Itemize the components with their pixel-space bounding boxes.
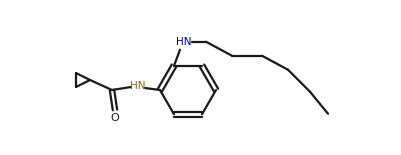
Text: HN: HN <box>176 37 192 47</box>
Text: HN: HN <box>130 81 146 91</box>
Text: O: O <box>111 113 119 123</box>
